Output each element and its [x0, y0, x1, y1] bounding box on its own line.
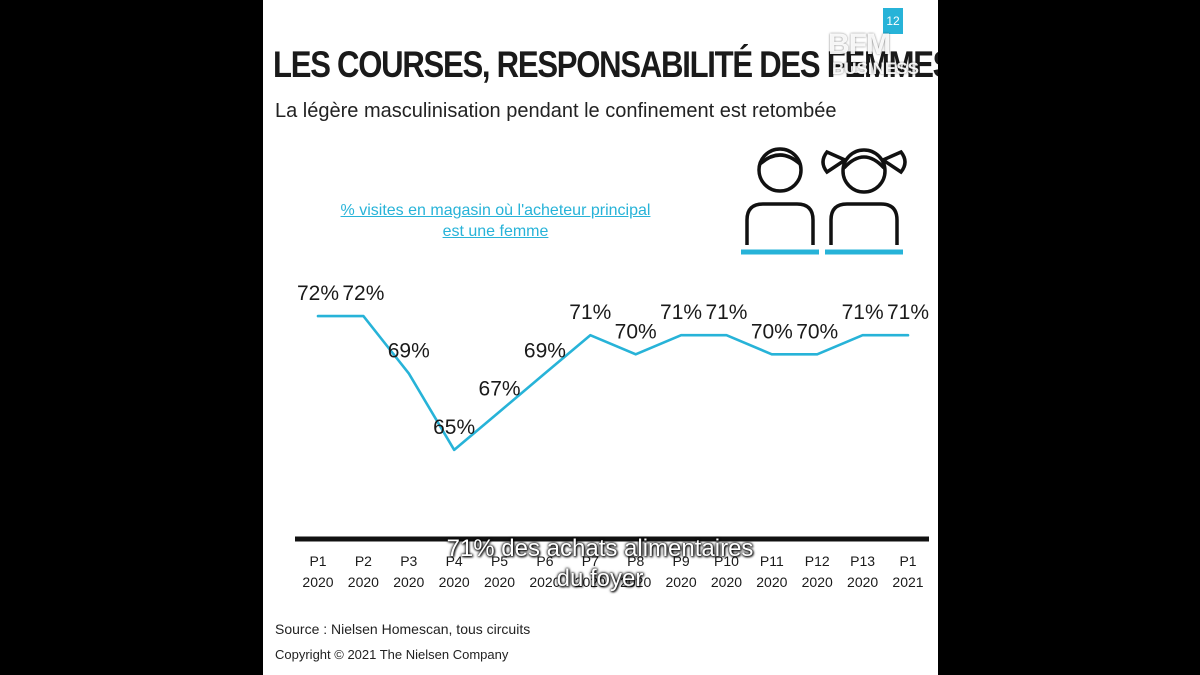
series-label-line-2: est une femme	[442, 223, 549, 240]
data-label: 69%	[524, 339, 566, 362]
series-label: % visites en magasin où l'acheteur princ…	[283, 200, 708, 242]
x-tick-label: 2020	[484, 574, 515, 590]
x-tick-label: P9	[673, 553, 690, 569]
x-tick-label: P5	[491, 553, 508, 569]
data-label: 71%	[660, 301, 702, 324]
people-illustration	[741, 147, 907, 255]
data-label: 71%	[569, 301, 611, 324]
x-tick-label: 2020	[302, 574, 333, 590]
x-tick-label: 2020	[348, 574, 379, 590]
series-label-line-1: % visites en magasin où l'acheteur princ…	[340, 202, 651, 219]
x-tick-label: 2020	[756, 574, 787, 590]
x-tick-label: P1	[309, 553, 326, 569]
caption-line-2: du foyer	[556, 565, 644, 592]
data-label: 72%	[297, 282, 339, 305]
data-label: 71%	[842, 301, 884, 324]
x-tick-label: P6	[536, 553, 553, 569]
x-tick-label: P3	[400, 553, 417, 569]
x-tick-label: P4	[446, 553, 463, 569]
man-icon	[741, 147, 819, 255]
logo-line-2: BUSINESS	[832, 59, 919, 78]
source-note: Source : Nielsen Homescan, tous circuits	[275, 621, 531, 637]
x-tick-label: 2020	[575, 574, 606, 590]
woman-icon	[821, 148, 907, 255]
x-tick-label: P13	[850, 553, 875, 569]
x-tick-label: 2020	[620, 574, 651, 590]
data-label: 70%	[615, 320, 657, 343]
x-tick-label: 2020	[847, 574, 878, 590]
copyright-note: Copyright © 2021 The Nielsen Company	[275, 647, 509, 662]
x-tick-label: 2020	[393, 574, 424, 590]
x-tick-label: 2020	[529, 574, 560, 590]
data-label: 65%	[433, 416, 475, 439]
x-tick-label: P8	[627, 553, 644, 569]
chart-subtitle: La légère masculinisation pendant le con…	[275, 100, 837, 122]
line-chart: 72% 72%69%65%67%69%71%70%71% 71%70% 70%71% 7…	[295, 282, 929, 590]
x-tick-label: 2020	[439, 574, 470, 590]
x-tick-label: P7	[582, 553, 599, 569]
x-tick-label: P11	[760, 553, 784, 569]
x-tick-label: P12	[805, 553, 830, 569]
data-label: 70%	[796, 320, 838, 343]
data-label: 70%	[751, 320, 793, 343]
x-tick-label: 2020	[711, 574, 742, 590]
x-tick-label: 2020	[802, 574, 833, 590]
video-caption: 71% des achats alimentaires du foyer	[0, 534, 1200, 594]
data-label: 72%	[342, 282, 384, 305]
chart-title: LES COURSES, RESPONSABILITÉ DES FEMMES	[273, 44, 938, 85]
corner-badge: 12	[883, 8, 903, 34]
x-tick-label: 2021	[892, 574, 923, 590]
x-tick-label: 2020	[665, 574, 696, 590]
caption-line-1: 71% des achats alimentaires	[446, 535, 754, 562]
x-tick-label: P1	[899, 553, 916, 569]
data-label: 71%	[887, 301, 929, 324]
data-label: 67%	[479, 378, 521, 401]
series-line	[316, 314, 910, 452]
x-tick-label: P2	[355, 553, 372, 569]
data-label: 71%	[705, 301, 747, 324]
bfm-business-logo: BFM BUSINESS	[828, 28, 919, 78]
logo-line-1: BFM	[828, 28, 891, 61]
x-tick-label: P10	[714, 553, 739, 569]
chart-panel: 12 LES COURSES, RESPONSABILITÉ DES FEMME…	[263, 0, 938, 675]
data-label: 69%	[388, 339, 430, 362]
